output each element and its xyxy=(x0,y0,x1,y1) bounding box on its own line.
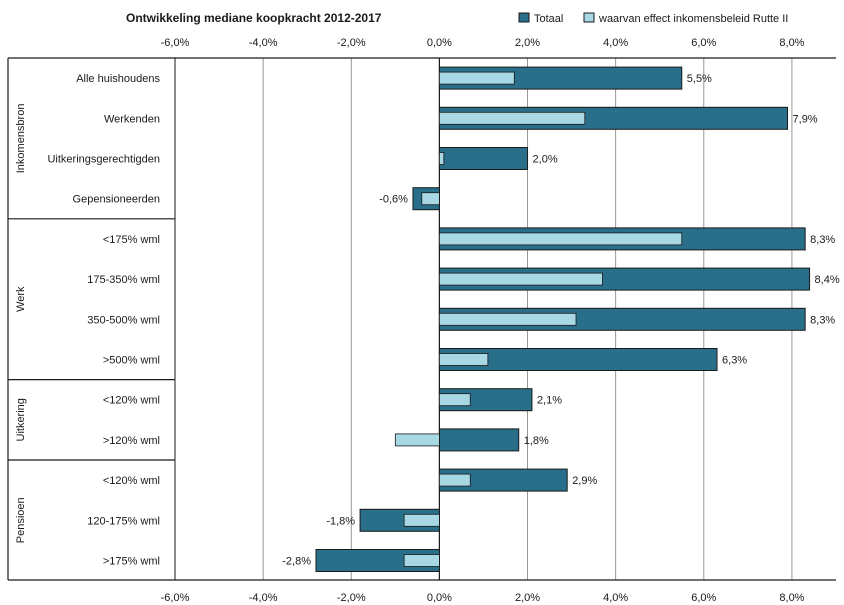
category-label: <120% wml xyxy=(103,395,160,407)
bar-effect xyxy=(421,192,440,206)
category-label: >175% wml xyxy=(103,556,160,568)
bar-effect xyxy=(438,232,683,246)
bar-totaal xyxy=(438,428,520,452)
bar-effect xyxy=(438,353,489,366)
legend-swatch-totaal xyxy=(518,12,530,23)
x-tick-label-top: -4,0% xyxy=(249,37,278,49)
x-tick-label-bottom: -6,0% xyxy=(161,592,190,604)
category-label: 120-175% wml xyxy=(87,515,160,527)
category-label: 175-350% wml xyxy=(87,274,160,286)
data-label: 1,8% xyxy=(524,435,549,447)
group-label: Werk xyxy=(15,286,27,312)
data-label: 5,5% xyxy=(687,73,712,85)
data-label: 8,4% xyxy=(815,274,840,286)
group-label: Pensioen xyxy=(15,497,27,543)
x-tick-label-top: 4,0% xyxy=(603,37,628,49)
category-label: <175% wml xyxy=(103,234,160,246)
x-tick-label-bottom: 4,0% xyxy=(603,592,628,604)
bar-effect xyxy=(438,312,577,326)
category-label: >500% wml xyxy=(103,355,160,367)
category-label: Gepensioneerden xyxy=(73,194,160,206)
data-label: 8,3% xyxy=(810,314,835,326)
data-label: 6,3% xyxy=(722,355,747,367)
bar-totaal xyxy=(438,147,529,170)
axis-layer: -6,0% -6,0% -4,0% -4,0% -2,0% -2,0% 0,0% 0,0% 2,… xyxy=(7,37,836,604)
category-label: <120% wml xyxy=(103,475,160,487)
category-label: >120% wml xyxy=(103,435,160,447)
x-tick-label-bottom: 6,0% xyxy=(691,592,716,604)
data-label: 2,9% xyxy=(572,475,597,487)
x-tick-label-top: 2,0% xyxy=(515,37,540,49)
bar-effect xyxy=(403,554,440,567)
legend-swatch-effect xyxy=(583,12,595,23)
labels-layer: Inkomensbron Alle huishoudens Werkenden Uit… xyxy=(15,73,840,567)
legend-label-effect: waarvan effect inkomensbeleid Rutte II xyxy=(598,13,788,25)
bar-effect xyxy=(438,111,586,125)
x-tick-label-top: -2,0% xyxy=(337,37,366,49)
x-tick-label-bottom: 0,0% xyxy=(427,592,452,604)
x-tick-label-bottom: 8,0% xyxy=(779,592,804,604)
x-tick-label-bottom: -2,0% xyxy=(337,592,366,604)
group-label: Inkomensbron xyxy=(15,104,27,174)
legend: Totaal waarvan effect inkomensbeleid Rut… xyxy=(518,12,788,25)
x-tick-label-bottom: 2,0% xyxy=(515,592,540,604)
bars-layer xyxy=(315,66,811,572)
category-label: Werkenden xyxy=(104,113,160,125)
category-label: Uitkeringsgerechtigden xyxy=(47,154,160,166)
data-label: -1,8% xyxy=(326,515,355,527)
x-tick-label-top: -6,0% xyxy=(161,37,190,49)
bar-effect xyxy=(438,71,515,85)
legend-label-totaal: Totaal xyxy=(534,13,563,25)
category-label: Alle huishoudens xyxy=(76,73,160,85)
data-label: -0,6% xyxy=(379,194,408,206)
data-label: 8,3% xyxy=(810,234,835,246)
bar-effect xyxy=(438,473,471,487)
bar-effect xyxy=(394,433,440,447)
x-tick-label-bottom: -4,0% xyxy=(249,592,278,604)
x-tick-label-top: 8,0% xyxy=(779,37,804,49)
chart-title: Ontwikkeling mediane koopkracht 2012-201… xyxy=(126,11,382,25)
group-label: Uitkering xyxy=(15,398,27,441)
data-label: 2,0% xyxy=(533,154,558,166)
data-label: -2,8% xyxy=(282,556,311,568)
bar-effect xyxy=(438,152,445,165)
bar-effect xyxy=(438,393,471,407)
category-label: 350-500% wml xyxy=(87,314,160,326)
x-tick-label-top: 0,0% xyxy=(427,37,452,49)
x-tick-label-top: 6,0% xyxy=(691,37,716,49)
data-label: 2,1% xyxy=(537,395,562,407)
bar-effect xyxy=(438,272,603,286)
data-label: 7,9% xyxy=(793,113,818,125)
bar-effect xyxy=(403,513,440,527)
